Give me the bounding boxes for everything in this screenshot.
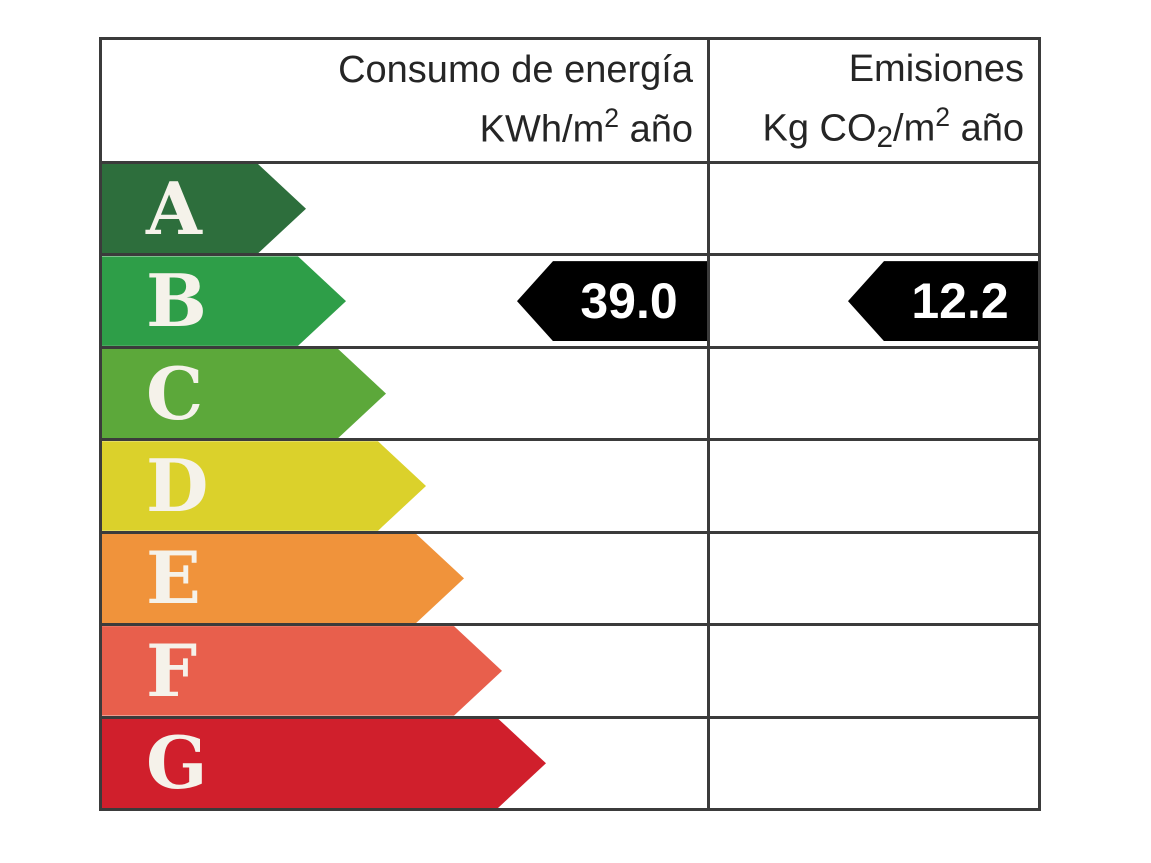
consumption-unit-exponent: 2 [604,102,620,133]
rating-letter-b: B [146,258,207,344]
row-b-emissions-cell: 12.2 [710,253,1038,346]
rating-arrow-f: F [102,626,502,715]
emissions-title: Emisiones [848,48,1024,91]
emissions-unit-exponent: 2 [935,101,951,132]
rating-letter-a: A [146,165,202,251]
row-d-consumption-cell: D [102,438,710,531]
header-consumption: Consumo de energía KWh/m2 año [102,40,710,161]
consumption-unit: KWh/m2 año [479,102,693,151]
rating-letter-d: D [146,442,209,528]
energy-label-table: Consumo de energía KWh/m2 año Emisiones … [99,37,1041,811]
rating-arrow-e: E [102,534,464,623]
row-c-emissions-cell [710,345,1038,439]
row-a-emissions-cell [710,161,1038,254]
rating-arrow-c: C [102,349,386,438]
emissions-unit: Kg CO2/m2 año [762,101,1024,155]
consumption-value: 39.0 [580,273,678,330]
emissions-co2-subscript: 2 [876,121,894,155]
row-e-consumption-cell: E [102,530,710,624]
rating-arrow-g: G [102,719,546,808]
rating-letter-g: G [146,720,208,806]
row-c-consumption-cell: C [102,345,710,439]
rating-letter-c: C [146,350,204,436]
row-f-consumption-cell: F [102,623,710,716]
rating-arrow-a: A [102,164,306,253]
emissions-value: 12.2 [911,273,1009,330]
row-e-emissions-cell [710,530,1038,624]
rating-arrow-d: D [102,441,426,530]
row-g-consumption-cell: G [102,715,710,808]
consumption-title: Consumo de energía [338,49,693,92]
row-b-consumption-cell: B 39.0 [102,253,710,346]
consumption-value-indicator: 39.0 [517,261,707,342]
row-d-emissions-cell [710,438,1038,531]
row-g-emissions-cell [710,715,1038,808]
rating-letter-f: F [146,627,198,713]
row-f-emissions-cell [710,623,1038,716]
rating-letter-e: E [146,535,201,621]
emissions-value-indicator: 12.2 [848,261,1038,342]
rating-arrow-b: B [102,256,346,345]
row-a-consumption-cell: A [102,161,710,254]
header-emissions: Emisiones Kg CO2/m2 año [710,40,1038,161]
